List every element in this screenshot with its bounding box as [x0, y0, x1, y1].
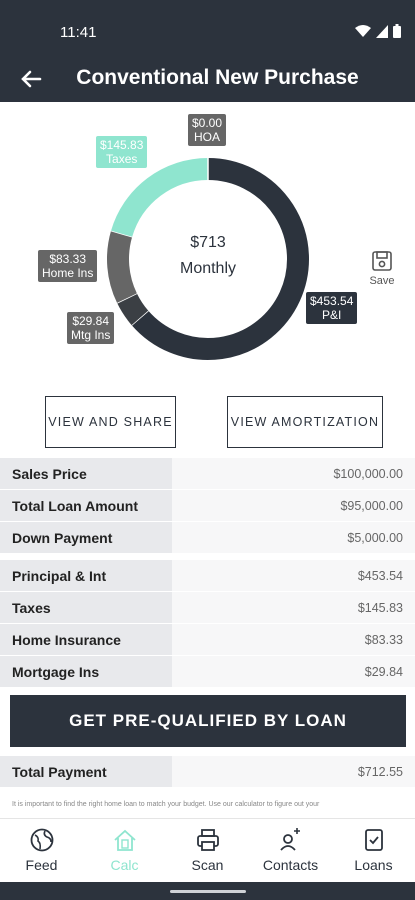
slice-label-home-ins: $83.33 Home Ins [38, 250, 98, 282]
table-row: Total Loan Amount $95,000.00 [0, 490, 415, 522]
view-amortization-button[interactable]: VIEW AMORTIZATION [227, 396, 383, 448]
nav-item-contacts[interactable]: Contacts [249, 819, 332, 882]
total-payment-table: Total Payment $712.55 [0, 756, 415, 788]
donut-slice-taxes [111, 158, 209, 238]
donut-slice-p-i [131, 158, 309, 360]
view-and-share-button[interactable]: VIEW AND SHARE [45, 396, 176, 448]
donut-slice-mtg-ins [117, 293, 149, 326]
save-button[interactable]: Save [366, 250, 398, 287]
home-calc-icon [113, 829, 136, 851]
globe-icon [30, 828, 53, 852]
loan-details-table: Sales Price $100,000.00 Total Loan Amount… [0, 458, 415, 554]
status-bar: 11:41 [0, 0, 415, 60]
donut-chart [107, 158, 309, 360]
cell-signal-icon [376, 24, 388, 38]
gesture-bar [0, 882, 415, 900]
slice-label-taxes: $145.83 Taxes [96, 136, 148, 168]
payment-breakdown-chart: $713 Monthly $0.00 HOA $145.83 Taxes $83.3… [0, 102, 415, 392]
printer-icon [196, 829, 219, 851]
wifi-icon [355, 24, 371, 37]
app-bar: Conventional New Purchase [0, 60, 415, 102]
slice-label-pi: $453.54 P&I [306, 292, 358, 324]
nav-item-loans[interactable]: Loans [332, 819, 415, 882]
table-row: Sales Price $100,000.00 [0, 458, 415, 490]
nav-item-scan[interactable]: Scan [166, 819, 249, 882]
battery-icon [393, 24, 401, 38]
monthly-amount: $713 [190, 234, 226, 251]
monthly-label: Monthly [179, 260, 237, 277]
page-title: Conventional New Purchase [76, 66, 359, 89]
table-row: Principal & Int $453.54 [0, 560, 415, 592]
contacts-icon [279, 828, 300, 851]
slice-label-hoa: $0.00 HOA [188, 114, 227, 146]
table-row: Home Insurance $83.33 [0, 624, 415, 656]
back-arrow-icon[interactable] [18, 66, 44, 92]
payment-details-table: Principal & Int $453.54 Taxes $145.83 Home… [0, 560, 415, 688]
clipboard-check-icon [364, 829, 383, 851]
floppy-disk-icon [372, 251, 392, 271]
table-row: Taxes $145.83 [0, 592, 415, 624]
table-row: Down Payment $5,000.00 [0, 522, 415, 554]
get-prequalified-button[interactable]: GET PRE-QUALIFIED BY LOAN [10, 695, 406, 747]
status-icons [355, 24, 401, 38]
home-indicator [170, 890, 246, 893]
nav-item-calc[interactable]: Calc [83, 819, 166, 882]
chart-center: $713 Monthly [148, 230, 268, 282]
nav-item-feed[interactable]: Feed [0, 819, 83, 882]
disclaimer-text: It is important to find the right home l… [12, 801, 320, 808]
slice-label-mtg-ins: $29.84 Mtg Ins [67, 312, 115, 344]
table-row: Total Payment $712.55 [0, 756, 415, 788]
donut-slice-home-ins [107, 230, 138, 303]
table-row: Mortgage Ins $29.84 [0, 656, 415, 688]
save-label: Save [369, 275, 395, 287]
bottom-navigation: Feed Calc Scan Contacts Loans [0, 818, 415, 882]
status-time: 11:41 [60, 24, 97, 41]
